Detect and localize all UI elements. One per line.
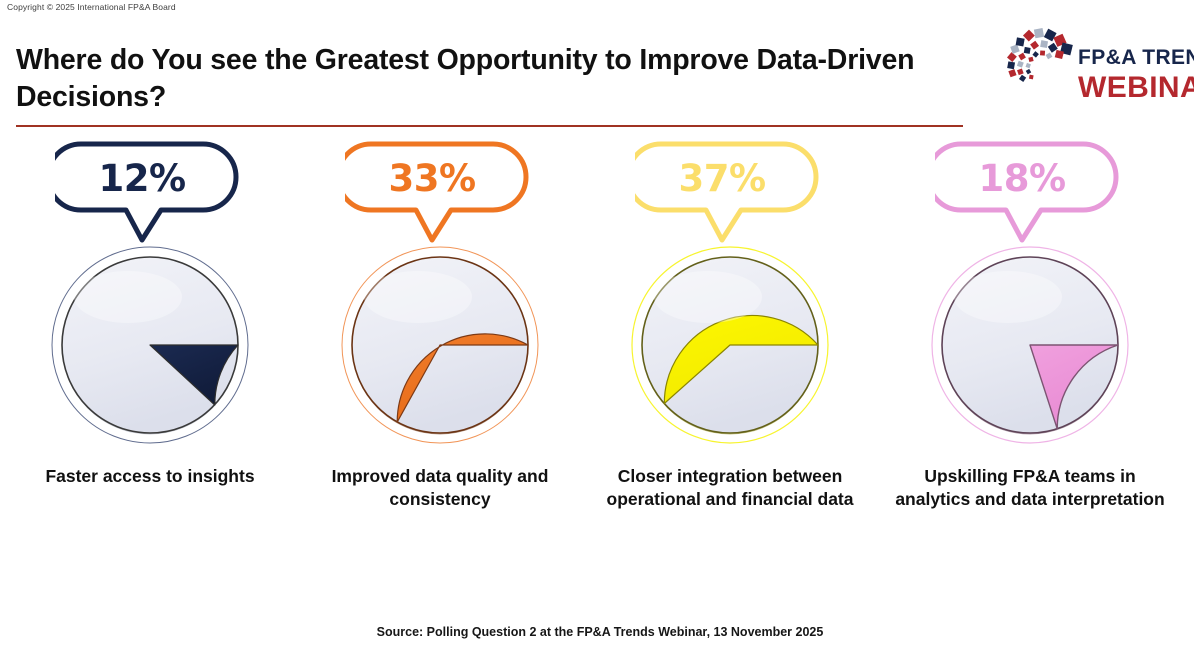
- page-title-block: Where do You see the Greatest Opportunit…: [16, 42, 966, 116]
- pie-chart-1: [50, 245, 250, 445]
- bubble-shape-3: [635, 141, 819, 243]
- logo-text-trends: FP&A TRENDS: [1078, 46, 1194, 69]
- chart-caption-2: Improved data quality and consistency: [331, 466, 549, 510]
- bubble-outline-2: [345, 141, 529, 243]
- chart-caption-1: Faster access to insights: [45, 466, 255, 486]
- chart-column-3: 37% Closer integration between ope: [580, 140, 880, 580]
- pie-highlight-2: [364, 271, 472, 323]
- pie-outer-ring-4: [931, 246, 1129, 444]
- bubble-outline-1: [55, 141, 239, 243]
- pie-slice-3: [663, 314, 819, 405]
- value-bubble-4: 18%: [935, 140, 1125, 246]
- bubble-outline-4: [935, 141, 1119, 243]
- logo-svg: FP&A TRENDS WEBINAR: [1006, 28, 1194, 104]
- pie-highlight-1: [74, 271, 182, 323]
- chart-caption-4: Upskilling FP&A teams in analytics and d…: [895, 466, 1165, 510]
- title-divider: [16, 125, 963, 127]
- pie-highlight-3: [654, 271, 762, 323]
- pie-svg-1: [51, 246, 249, 444]
- pie-slice-4: [1029, 344, 1119, 430]
- pie-outer-ring-3: [631, 246, 829, 444]
- pie-chart-4: [930, 245, 1130, 445]
- bubble-shape-4: [935, 141, 1119, 243]
- chart-column-2: 33% Improved data quality and cons: [300, 140, 580, 580]
- chart-column-4: 18% Upskilling FP&A teams in analy: [880, 140, 1180, 580]
- bubble-outline-3: [635, 141, 819, 243]
- bubble-shape-2: [345, 141, 529, 243]
- logo-spiral-icon: [1006, 28, 1073, 82]
- bubble-shape-1: [55, 141, 239, 243]
- value-bubble-3: 37%: [635, 140, 825, 246]
- logo-text-webinar: WEBINAR: [1078, 71, 1194, 104]
- pie-svg-2: [341, 246, 539, 444]
- value-label-1: 12%: [98, 157, 186, 200]
- pie-svg-3: [631, 246, 829, 444]
- chart-caption-3: Closer integration between operational a…: [606, 466, 854, 510]
- value-bubble-2: 33%: [345, 140, 535, 246]
- pie-slice-2: [396, 333, 529, 423]
- pie-outer-ring-2: [341, 246, 539, 444]
- value-label-4: 18%: [978, 157, 1066, 200]
- page-title: Where do You see the Greatest Opportunit…: [16, 44, 915, 114]
- value-label-2: 33%: [388, 157, 476, 200]
- copyright-notice: Copyright © 2025 International FP&A Boar…: [7, 2, 176, 12]
- pie-chart-row: 12% Faster access to insights: [0, 140, 1200, 580]
- pie-chart-2: [340, 245, 540, 445]
- fpa-trends-webinar-logo: FP&A TRENDS WEBINAR: [1004, 27, 1194, 109]
- chart-column-1: 12% Faster access to insights: [0, 140, 300, 580]
- value-bubble-1: 12%: [55, 140, 245, 246]
- value-label-3: 37%: [678, 157, 766, 200]
- pie-svg-4: [931, 246, 1129, 444]
- pie-outer-ring-1: [51, 246, 249, 444]
- pie-chart-3: [630, 245, 830, 445]
- source-note: Source: Polling Question 2 at the FP&A T…: [376, 625, 824, 639]
- pie-slice-1: [149, 344, 239, 406]
- pie-highlight-4: [954, 271, 1062, 323]
